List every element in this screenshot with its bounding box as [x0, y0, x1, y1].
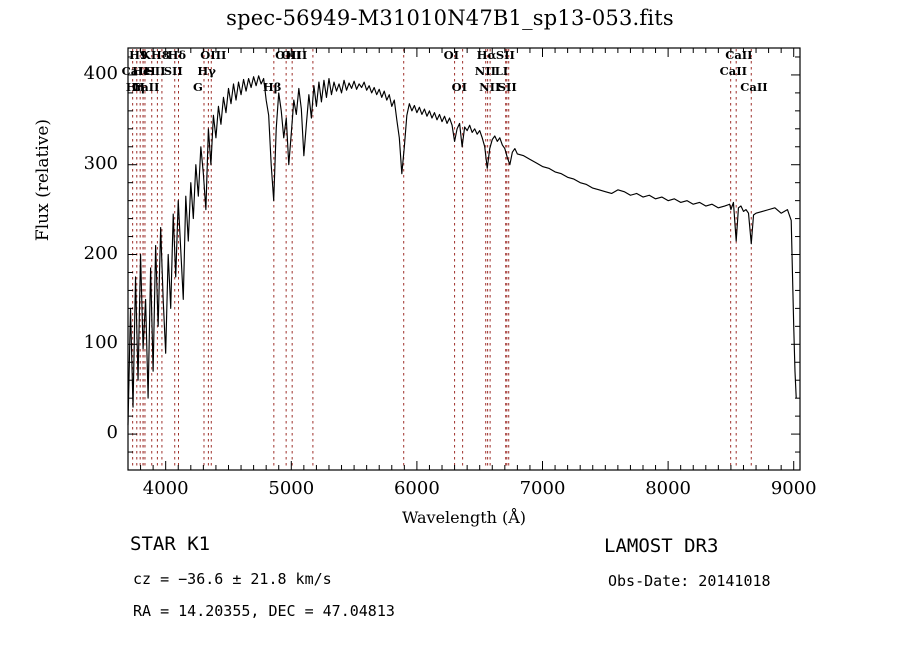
spectral-line-label: CaII: [132, 80, 160, 94]
x-tick-label: 8000: [645, 478, 692, 499]
spectral-line-label: SII: [497, 80, 517, 94]
y-tick-label: 100: [83, 332, 118, 354]
footer-obs-date: Obs-Date: 20141018: [608, 572, 771, 590]
footer-redshift: cz = −36.6 ± 21.8 km/s: [133, 570, 332, 588]
spectral-line-label: CaII: [719, 64, 748, 78]
y-tick-label: 300: [83, 152, 118, 174]
spectral-line-label: H8: [150, 48, 170, 62]
spectral-line-label: CaII: [121, 64, 150, 78]
spectral-line-label: Hγ: [197, 64, 216, 78]
spectral-line-label: OIII: [275, 48, 302, 62]
x-tick-label: 6000: [393, 478, 440, 499]
spectral-line-label: OIII: [281, 48, 308, 62]
footer-star-type: STAR K1: [130, 533, 211, 555]
spectral-line-label: Hβ: [262, 80, 282, 94]
spectral-line-label: CaII: [740, 80, 768, 94]
spectral-line-label: NII: [474, 64, 496, 78]
spectral-line-label: Hη: [125, 80, 146, 94]
x-tick-label: 9000: [770, 478, 817, 499]
spectral-line-label: G: [192, 80, 203, 94]
spectral-line-label: OIII: [200, 48, 227, 62]
spectral-line-label: SII: [146, 64, 166, 78]
spectral-line-label: Hδ: [167, 48, 187, 62]
x-axis-label: Wavelength (Å): [401, 508, 527, 527]
spectral-line-label: HeI: [132, 64, 156, 78]
y-tick-label: 0: [106, 422, 118, 444]
spectrum-trace: [127, 75, 797, 426]
spectral-line-label: NII: [479, 80, 501, 94]
footer-coordinates: RA = 14.20355, DEC = 47.04813: [133, 602, 395, 620]
axis-frame-layer: [127, 47, 801, 471]
spectral-line-label: OI: [451, 80, 468, 94]
footer-survey-name: LAMOST DR3: [604, 535, 719, 557]
spectral-line-label: SII: [495, 48, 515, 62]
spectral-line-label: CaII: [725, 48, 753, 62]
x-tick-label: 4000: [142, 478, 189, 499]
x-tick-label: 7000: [519, 478, 566, 499]
spectral-line-label: H9: [129, 48, 149, 62]
spectral-line-label: SII: [163, 64, 183, 78]
page-title: spec-56949-M31010N47B1_sp13-053.fits: [226, 6, 674, 30]
spectral-line-label: H: [133, 80, 145, 94]
x-tick-label: 5000: [268, 478, 315, 499]
spectral-line-label: OI: [443, 48, 459, 62]
spectral-line-label: K: [140, 48, 151, 62]
y-tick-label: 200: [83, 242, 118, 264]
spectral-line-label: Hα: [476, 48, 497, 62]
spectral-line-label: LI: [494, 64, 509, 78]
y-tick-label: 400: [83, 62, 118, 84]
